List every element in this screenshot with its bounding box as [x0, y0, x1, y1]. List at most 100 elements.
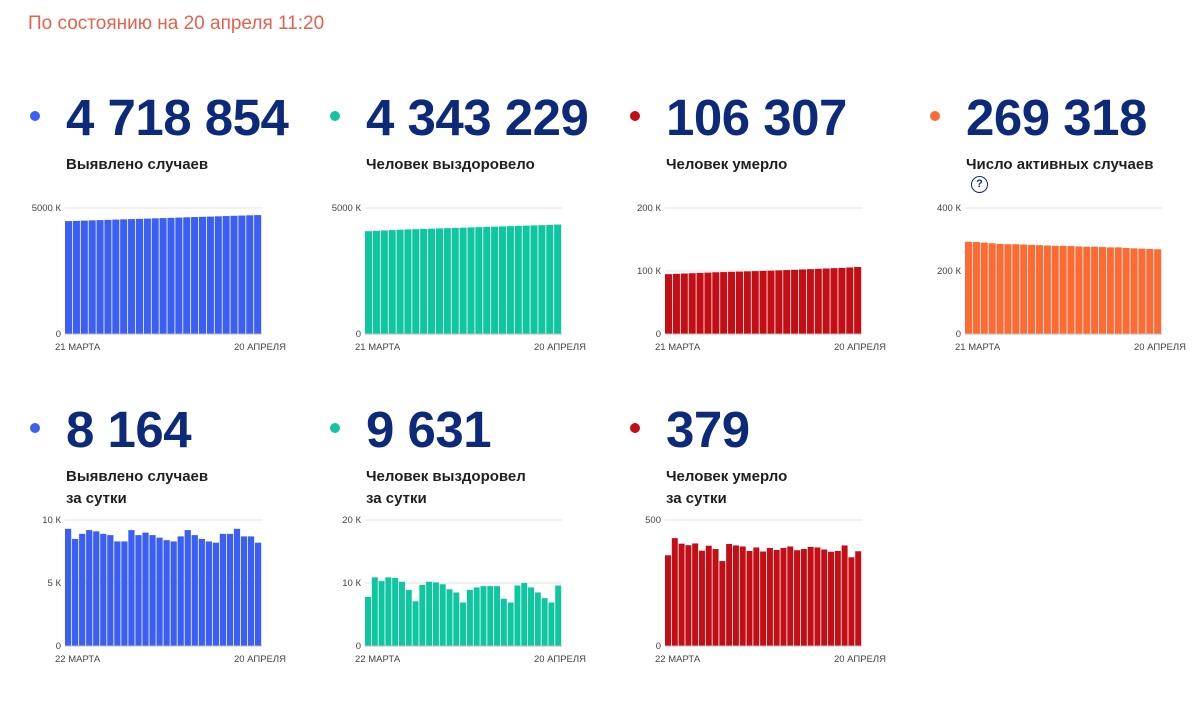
stat-label: Человек выздоровело	[366, 154, 535, 176]
y-tick-label: 200 К	[937, 266, 961, 277]
bar	[1138, 248, 1146, 334]
bar	[80, 220, 88, 334]
bar-chart: 0 10 К 20 К 22 МАРТА 20 АПРЕЛЯ	[342, 515, 586, 665]
bar	[112, 219, 120, 334]
bar	[385, 577, 392, 646]
bar	[388, 230, 396, 334]
bar	[240, 536, 248, 646]
stat-value: 269 318	[966, 89, 1147, 146]
stat-value: 379	[666, 401, 750, 458]
bar-chart: 0 200 К 400 К 21 МАРТА 20 АПРЕЛЯ	[937, 203, 1186, 353]
bar	[405, 589, 412, 646]
y-tick-label: 0	[656, 641, 661, 652]
status-timestamp: По состоянию на 20 апреля 11:20	[28, 13, 325, 34]
stat-value: 8 164	[66, 401, 192, 458]
bar	[1114, 247, 1122, 335]
bar	[466, 589, 473, 646]
bar	[451, 227, 459, 334]
y-tick-label: 0	[56, 641, 61, 652]
bar	[787, 546, 794, 646]
stat-label-line: Человек выздоровел	[366, 468, 526, 485]
stat-label-line: Человек выздоровело	[366, 156, 535, 173]
bar	[480, 586, 487, 646]
stat-value: 4 718 854	[66, 89, 289, 146]
y-tick-label: 0	[656, 329, 661, 340]
x-tick-label: 21 МАРТА	[55, 342, 101, 353]
bar-chart: 0 5000 К 21 МАРТА 20 АПРЕЛЯ	[32, 203, 286, 353]
bar-chart: 0 5 К 10 К 22 МАРТА 20 АПРЕЛЯ	[42, 515, 286, 665]
bar	[732, 545, 739, 646]
x-tick-label: 21 МАРТА	[355, 342, 401, 353]
legend-dot	[330, 423, 340, 433]
stat-label: Человек выздоровел за сутки	[366, 466, 526, 510]
bar	[671, 538, 678, 646]
bar	[538, 225, 546, 334]
bar	[1028, 244, 1036, 334]
bar	[212, 542, 219, 646]
y-tick-label: 500	[645, 515, 661, 526]
bar-chart: 0 5000 К 21 МАРТА 20 АПРЕЛЯ	[332, 203, 586, 353]
x-tick-label: 22 МАРТА	[55, 654, 101, 665]
bar	[821, 549, 828, 646]
legend-dot	[30, 111, 40, 121]
bar	[419, 584, 426, 646]
bar	[104, 219, 112, 334]
bar	[783, 270, 791, 334]
bar	[1012, 244, 1020, 334]
bar	[88, 220, 96, 334]
x-tick-label: 21 МАРТА	[955, 342, 1001, 353]
bar	[460, 602, 467, 646]
y-tick-label: 10 К	[342, 578, 361, 589]
bar	[214, 216, 222, 334]
bar	[163, 540, 170, 646]
stat-value: 4 343 229	[366, 89, 589, 146]
bar	[432, 582, 439, 646]
bar	[159, 218, 167, 334]
bar	[541, 598, 548, 646]
bar	[398, 581, 405, 646]
stat-card: 8 164 Выявлено случаев за сутки 0 5 К 10 К 22 …	[30, 400, 310, 700]
bar	[980, 242, 988, 334]
bar	[467, 227, 475, 334]
bar	[791, 269, 799, 334]
bar	[184, 530, 191, 646]
bar	[412, 601, 419, 646]
bar	[443, 228, 451, 334]
bar	[1020, 244, 1028, 334]
bar	[500, 598, 507, 646]
help-icon[interactable]: ?	[971, 176, 988, 193]
bar	[514, 225, 522, 334]
x-tick-label: 20 АПРЕЛЯ	[834, 654, 886, 665]
bar	[775, 270, 783, 334]
bar	[988, 243, 996, 334]
bar	[506, 226, 514, 334]
bar	[86, 530, 93, 646]
bar	[773, 549, 780, 646]
bar	[704, 272, 712, 334]
bar	[1043, 245, 1051, 334]
stat-card: 4 718 854 Выявлено случаев 0 5000 К 21 МАРТА…	[30, 88, 310, 388]
x-tick-label: 22 МАРТА	[655, 654, 701, 665]
bar	[378, 581, 385, 646]
bar	[198, 216, 207, 334]
bar-chart: 0 100 К 200 К 21 МАРТА 20 АПРЕЛЯ	[637, 203, 886, 353]
bar	[121, 541, 128, 646]
bar	[93, 531, 100, 646]
bar	[822, 268, 830, 334]
stat-label-line: Число активных случаев?	[966, 154, 1153, 193]
bar	[142, 532, 149, 646]
bar	[728, 271, 736, 334]
bar	[233, 528, 241, 646]
bar	[219, 533, 227, 646]
bar	[794, 550, 801, 646]
stat-card: 4 343 229 Человек выздоровело 0 5000 К 21 МА…	[330, 88, 610, 388]
bar	[96, 220, 104, 334]
bar	[739, 546, 746, 646]
bar	[238, 215, 246, 334]
bar	[555, 585, 562, 646]
x-tick-label: 20 АПРЕЛЯ	[1134, 342, 1186, 353]
bar	[494, 586, 501, 646]
bar	[170, 541, 177, 646]
bar	[665, 555, 671, 646]
y-tick-label: 10 К	[42, 515, 61, 526]
